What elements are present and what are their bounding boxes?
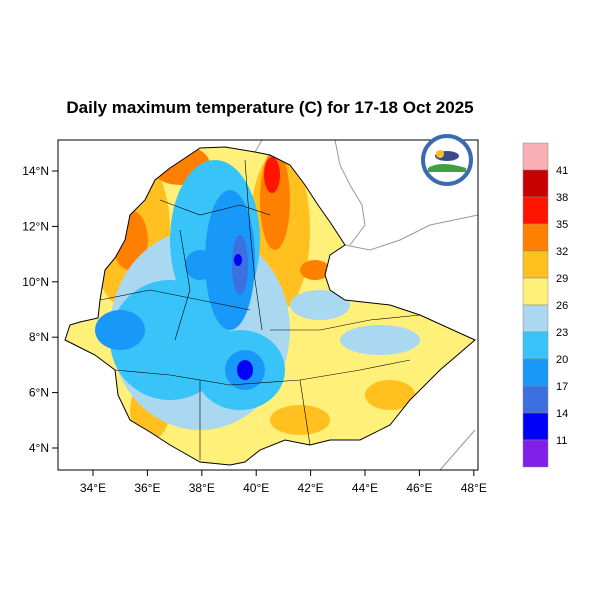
colorbar: 41 38 35 32 29 26 23 20 17 14 11 <box>522 142 568 468</box>
neighbour-borders <box>254 139 479 471</box>
x-tick-label: 38°E <box>189 481 215 495</box>
colorbar-label: 41 <box>556 165 568 177</box>
map-title: Daily maximum temperature (C) for 17-18 … <box>66 98 474 117</box>
colorbar-swatch <box>522 358 549 387</box>
colorbar-swatch <box>522 169 549 198</box>
admin-borders <box>99 159 421 460</box>
institute-logo <box>421 134 473 186</box>
y-tick-label: 12°N <box>22 219 49 233</box>
y-tick-label: 14°N <box>22 164 49 178</box>
colorbar-swatch <box>522 331 549 360</box>
y-tick-label: 8°N <box>29 330 49 344</box>
x-tick-label: 44°E <box>352 481 378 495</box>
colorbar-swatch <box>522 304 549 333</box>
colorbar-swatch <box>522 250 549 279</box>
colorbar-label: 35 <box>556 219 568 231</box>
x-tick-label: 42°E <box>298 481 324 495</box>
colorbar-label: 20 <box>556 354 568 366</box>
colorbar-label: 23 <box>556 327 568 339</box>
colorbar-label: 26 <box>556 300 568 312</box>
temperature-field <box>65 147 475 465</box>
colorbar-swatch <box>522 277 549 306</box>
axes: 34°E 36°E 38°E 40°E 42°E 44°E 46°E 48°E 14°N 12°N… <box>22 164 487 495</box>
y-tick-label: 4°N <box>29 441 49 455</box>
colorbar-swatch <box>522 196 549 225</box>
colorbar-label: 29 <box>556 273 568 285</box>
colorbar-swatch <box>522 223 549 252</box>
colorbar-label: 14 <box>556 408 568 420</box>
colorbar-swatch <box>522 412 549 441</box>
colorbar-label: 11 <box>556 435 567 447</box>
colorbar-label: 17 <box>556 381 568 393</box>
colorbar-label: 38 <box>556 192 568 204</box>
x-tick-label: 34°E <box>80 481 106 495</box>
x-tick-label: 48°E <box>461 481 487 495</box>
x-tick-label: 40°E <box>243 481 269 495</box>
colorbar-label: 32 <box>556 246 568 258</box>
x-tick-label: 46°E <box>406 481 432 495</box>
colorbar-swatch <box>522 385 549 414</box>
y-tick-label: 6°N <box>29 386 49 400</box>
y-tick-label: 10°N <box>22 275 49 289</box>
colorbar-swatch <box>522 142 549 171</box>
x-tick-label: 36°E <box>134 481 160 495</box>
map-frame <box>57 139 479 471</box>
colorbar-swatch <box>522 439 549 468</box>
